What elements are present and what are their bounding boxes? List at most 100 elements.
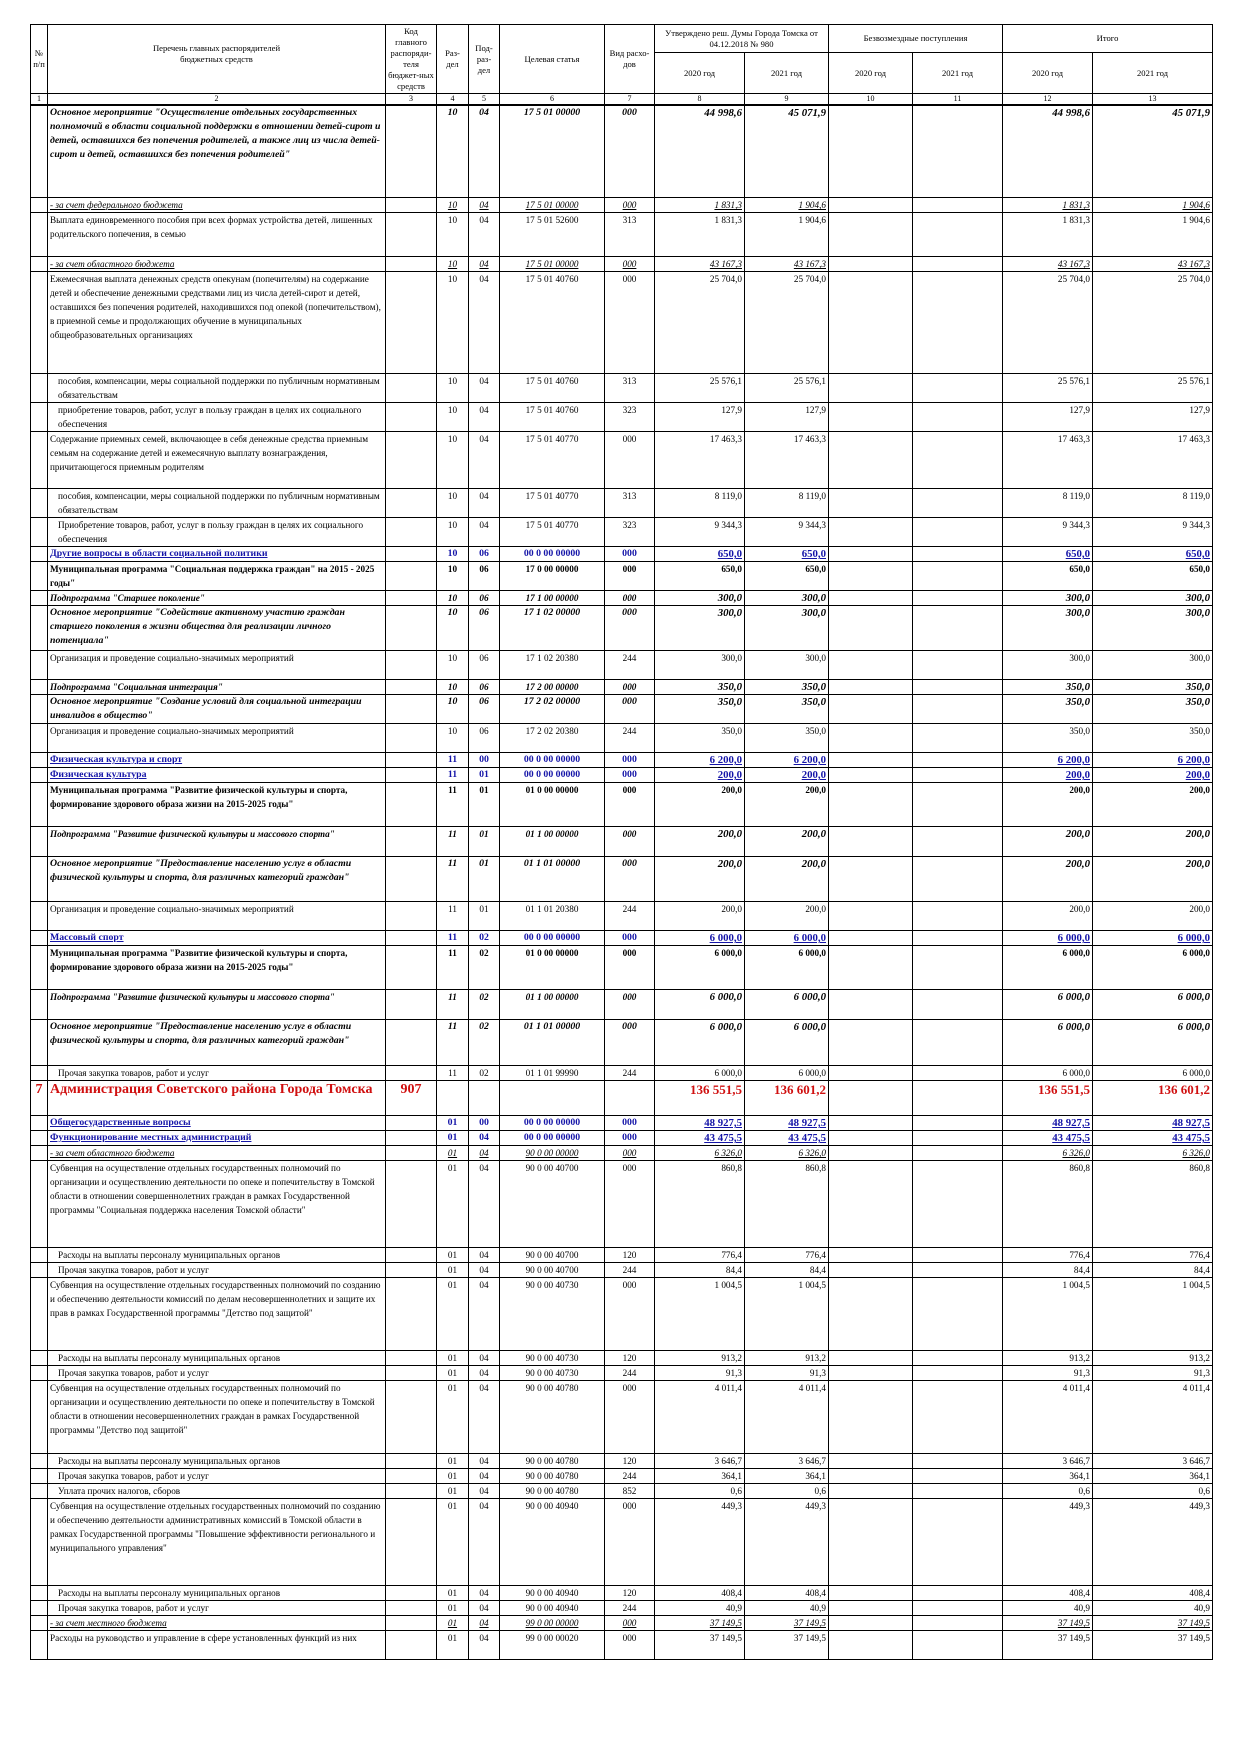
cell-total-2021: 6 000,0 (1091, 1019, 1214, 1066)
cell-num (30, 1453, 48, 1469)
cell-target: 01 0 00 00000 (499, 945, 605, 990)
cell-target: 17 5 01 40770 (499, 488, 605, 518)
cell-total-2021: 9 344,3 (1091, 517, 1214, 547)
cell-target: 17 2 02 20380 (499, 723, 605, 753)
cell-code (385, 104, 437, 198)
cell-approved-2021: 860,8 (744, 1160, 829, 1248)
cell-name: Выплата единовременного пособия при всех… (47, 212, 386, 257)
cell-code (385, 561, 437, 591)
cell-approved-2021: 350,0 (744, 694, 829, 724)
cell-approved-2021: 6 000,0 (744, 945, 829, 990)
cell-total-2020: 200,0 (1002, 782, 1093, 827)
cell-total-2021: 350,0 (1091, 723, 1214, 753)
table-row: - за счет областного бюджета 10 04 17 5 01 … (30, 256, 1214, 272)
cell-total-2020: 300,0 (1002, 605, 1093, 651)
cell-type: 000 (604, 930, 655, 946)
cell-target: 90 0 00 00000 (499, 1145, 605, 1161)
table-row: Подпрограмма "Старшее поколение" 10 06 17 1… (30, 590, 1214, 606)
cell-approved-2020: 40,9 (654, 1600, 745, 1616)
column-number: 4 (436, 93, 469, 106)
cell-subsection: 04 (468, 1365, 500, 1381)
cell-subsection: 02 (468, 1065, 500, 1081)
cell-approved-2020: 127,9 (654, 402, 745, 432)
cell-section: 01 (436, 1262, 469, 1278)
cell-section: 11 (436, 752, 469, 768)
cell-section: 01 (436, 1585, 469, 1601)
cell-type: 000 (604, 767, 655, 783)
cell-type: 000 (604, 431, 655, 489)
cell-subsection: 04 (468, 1247, 500, 1263)
cell-section: 01 (436, 1630, 469, 1660)
cell-total-2020: 6 000,0 (1002, 945, 1093, 990)
column-number: 1 (30, 93, 48, 106)
cell-approved-2020: 0,6 (654, 1483, 745, 1499)
cell-num (30, 590, 48, 606)
cell-gratis-2021 (912, 212, 1003, 257)
cell-gratis-2021 (912, 1483, 1003, 1499)
cell-approved-2021: 6 000,0 (744, 1019, 829, 1066)
cell-total-2020: 200,0 (1002, 767, 1093, 783)
cell-approved-2021: 650,0 (744, 546, 829, 562)
cell-total-2020: 48 927,5 (1002, 1115, 1093, 1131)
column-number: 12 (1002, 93, 1093, 106)
cell-total-2021: 1 904,6 (1091, 197, 1214, 213)
cell-target: 17 5 01 40770 (499, 431, 605, 489)
table-row: Подпрограмма "Развитие физической культу… (30, 989, 1214, 1020)
cell-approved-2021: 364,1 (744, 1468, 829, 1484)
cell-total-2020: 913,2 (1002, 1350, 1093, 1366)
cell-subsection: 04 (468, 1350, 500, 1366)
cell-num (30, 1277, 48, 1351)
cell-total-2021: 84,4 (1091, 1262, 1214, 1278)
cell-total-2020: 200,0 (1002, 901, 1093, 931)
column-number: 7 (604, 93, 655, 106)
cell-target: 17 5 01 52600 (499, 212, 605, 257)
cell-num (30, 402, 48, 432)
cell-target: 90 0 00 40730 (499, 1350, 605, 1366)
cell-type: 000 (604, 590, 655, 606)
cell-name: Муниципальная программа "Социальная подд… (47, 561, 386, 591)
cell-code (385, 679, 437, 695)
cell-subsection: 06 (468, 694, 500, 724)
cell-gratis-2020 (828, 1380, 913, 1454)
cell-approved-2020: 860,8 (654, 1160, 745, 1248)
cell-total-2021: 650,0 (1091, 546, 1214, 562)
cell-gratis-2021 (912, 271, 1003, 374)
cell-approved-2020: 650,0 (654, 546, 745, 562)
table-row: Муниципальная программа "Развитие физиче… (30, 945, 1214, 990)
table-row: Содержание приемных семей, включающее в … (30, 431, 1214, 489)
cell-gratis-2020 (828, 694, 913, 724)
cell-section: 10 (436, 590, 469, 606)
cell-total-2021: 45 071,9 (1091, 104, 1214, 198)
cell-total-2020: 1 004,5 (1002, 1277, 1093, 1351)
cell-approved-2020: 91,3 (654, 1365, 745, 1381)
cell-num (30, 1065, 48, 1081)
cell-approved-2020: 300,0 (654, 590, 745, 606)
cell-gratis-2021 (912, 1498, 1003, 1586)
header-subsection: Под-раз-дел (468, 24, 500, 94)
cell-gratis-2021 (912, 856, 1003, 902)
cell-gratis-2020 (828, 1600, 913, 1616)
cell-code (385, 901, 437, 931)
cell-total-2021: 91,3 (1091, 1365, 1214, 1381)
cell-section: 10 (436, 488, 469, 518)
cell-gratis-2021 (912, 373, 1003, 403)
cell-gratis-2021 (912, 1365, 1003, 1381)
table-row: Функционирование местных администраций 01… (30, 1130, 1214, 1146)
cell-total-2020: 860,8 (1002, 1160, 1093, 1248)
cell-target: 01 1 01 00000 (499, 1019, 605, 1066)
cell-approved-2021: 300,0 (744, 650, 829, 680)
cell-gratis-2020 (828, 373, 913, 403)
cell-code: 907 (385, 1080, 437, 1116)
cell-num (30, 694, 48, 724)
cell-gratis-2021 (912, 1615, 1003, 1631)
cell-gratis-2021 (912, 1065, 1003, 1081)
cell-num (30, 650, 48, 680)
cell-gratis-2020 (828, 1498, 913, 1586)
cell-name: Организация и проведение социально-значи… (47, 901, 386, 931)
cell-gratis-2020 (828, 1019, 913, 1066)
cell-subsection: 04 (468, 256, 500, 272)
cell-gratis-2021 (912, 1262, 1003, 1278)
cell-target: 17 5 01 40760 (499, 271, 605, 374)
table-row: Субвенция на осуществление отдельных гос… (30, 1380, 1214, 1454)
header-total-2021: 2021 год (1091, 52, 1214, 94)
